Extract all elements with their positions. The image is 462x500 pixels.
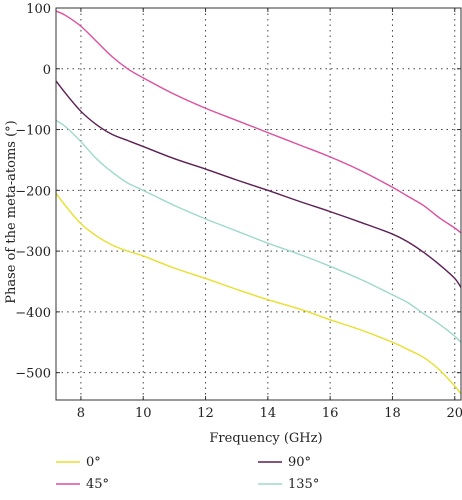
y-tick-label: −300	[15, 245, 51, 260]
axis-ticks: 8 10 12 14 16 18 20 100 0 −100 −200 −300 −400 −500	[15, 2, 462, 421]
x-tick-label: 18	[384, 406, 401, 421]
y-tick-label: −200	[15, 184, 51, 199]
x-tick-label: 14	[260, 406, 277, 421]
x-tick-label: 20	[446, 406, 462, 421]
x-tick-label: 10	[135, 406, 152, 421]
x-tick-label: 8	[77, 406, 85, 421]
x-axis-label: Frequency (GHz)	[209, 431, 322, 446]
y-tick-label: −500	[15, 367, 51, 382]
series-line-2	[55, 80, 462, 288]
x-tick-label: 12	[197, 406, 214, 421]
plot-frame	[55, 7, 462, 401]
legend: 0° 45° 90° 135°	[56, 455, 319, 492]
series-lines	[55, 10, 462, 395]
y-tick-label: −100	[15, 124, 51, 139]
legend-label-2: 90°	[288, 455, 311, 470]
legend-label-1: 45°	[86, 477, 109, 492]
legend-label-0: 0°	[86, 455, 101, 470]
legend-label-3: 135°	[288, 477, 319, 492]
y-axis-label: Phase of the meta-atoms (°)	[4, 120, 19, 304]
y-tick-label: 100	[26, 2, 51, 17]
series-line-0	[55, 192, 462, 395]
series-line-1	[55, 10, 462, 234]
grid-lines	[56, 7, 461, 400]
series-line-3	[55, 119, 462, 343]
y-tick-label: −400	[15, 306, 51, 321]
x-tick-label: 16	[322, 406, 339, 421]
y-tick-label: 0	[43, 63, 51, 78]
